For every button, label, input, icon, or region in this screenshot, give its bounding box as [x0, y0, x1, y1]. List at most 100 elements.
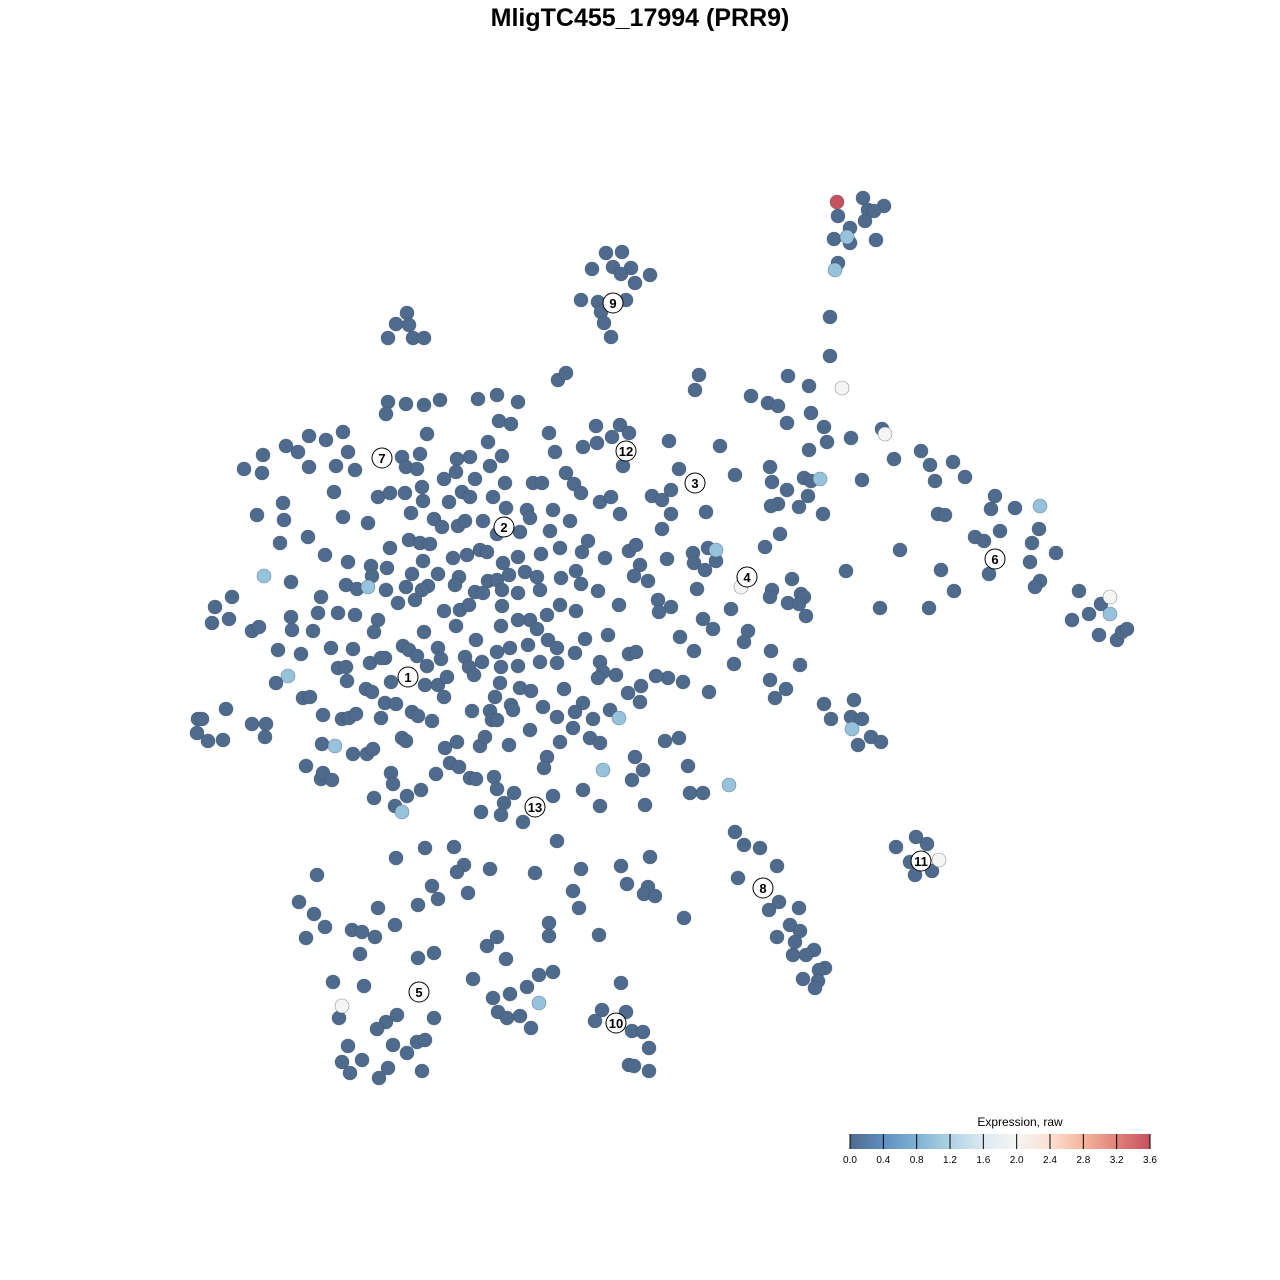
- data-point: [251, 619, 267, 635]
- data-point: [470, 391, 486, 407]
- data-point: [801, 442, 817, 458]
- data-point: [489, 781, 505, 797]
- data-point: [769, 929, 785, 945]
- data-point: [338, 659, 354, 675]
- data-point: [567, 645, 583, 661]
- data-point: [762, 459, 778, 475]
- data-point: [475, 513, 491, 529]
- data-point: [661, 433, 677, 449]
- data-point: [816, 419, 832, 435]
- data-point: [640, 573, 656, 589]
- data-point: [492, 675, 508, 691]
- data-point: [493, 618, 509, 634]
- data-point: [284, 622, 300, 638]
- data-point: [347, 462, 363, 478]
- data-point: [780, 368, 796, 384]
- colorbar-tick-label: 0.0: [843, 1155, 857, 1166]
- data-point: [763, 643, 779, 659]
- data-point: [366, 624, 382, 640]
- data-point: [373, 710, 389, 726]
- data-point: [627, 749, 643, 765]
- data-point: [404, 566, 420, 582]
- data-point: [976, 533, 992, 549]
- data-point: [410, 708, 426, 724]
- data-point: [614, 244, 630, 260]
- data-point: [380, 330, 396, 346]
- data-point: [611, 710, 627, 726]
- data-point: [493, 807, 509, 823]
- data-point: [844, 721, 860, 737]
- data-point: [784, 571, 800, 587]
- data-point: [494, 448, 510, 464]
- data-point: [432, 392, 448, 408]
- data-point: [533, 546, 549, 562]
- data-point: [467, 471, 483, 487]
- data-point: [221, 611, 237, 627]
- data-point: [449, 451, 465, 467]
- data-point: [383, 674, 399, 690]
- data-point: [933, 562, 949, 578]
- data-point: [613, 975, 629, 991]
- data-point: [743, 388, 759, 404]
- data-point: [474, 654, 490, 670]
- data-point: [522, 510, 538, 526]
- data-point: [503, 416, 519, 432]
- colorbar-tick-label: 2.4: [1043, 1155, 1057, 1166]
- data-point: [552, 540, 568, 556]
- data-point: [595, 762, 611, 778]
- data-point: [244, 716, 260, 732]
- data-point: [412, 446, 428, 462]
- data-point: [660, 670, 676, 686]
- data-point: [428, 766, 444, 782]
- data-point: [489, 929, 505, 945]
- data-point: [627, 275, 643, 291]
- data-point: [439, 669, 455, 685]
- data-point: [1027, 579, 1043, 595]
- data-point: [535, 699, 551, 715]
- data-point: [352, 946, 368, 962]
- data-point: [816, 696, 832, 712]
- data-point: [545, 964, 561, 980]
- data-point: [549, 655, 565, 671]
- data-point: [1081, 606, 1097, 622]
- data-point: [1048, 545, 1064, 561]
- data-point: [479, 544, 495, 560]
- data-point: [584, 261, 600, 277]
- data-point: [771, 894, 787, 910]
- data-point: [663, 506, 679, 522]
- data-point: [345, 746, 361, 762]
- data-point: [823, 711, 839, 727]
- data-point: [283, 609, 299, 625]
- data-point: [468, 771, 484, 787]
- data-point: [324, 772, 340, 788]
- data-point: [340, 444, 356, 460]
- data-point: [448, 618, 464, 634]
- data-point: [843, 430, 859, 446]
- data-point: [1032, 498, 1048, 514]
- data-point: [367, 929, 383, 945]
- data-point: [272, 535, 288, 551]
- cluster-label: 2: [493, 516, 515, 538]
- data-point: [451, 759, 467, 775]
- data-point: [687, 382, 703, 398]
- data-point: [416, 330, 432, 346]
- data-point: [769, 858, 785, 874]
- data-point: [872, 600, 888, 616]
- data-point: [430, 891, 446, 907]
- data-point: [387, 917, 403, 933]
- data-point: [589, 435, 605, 451]
- data-point: [215, 732, 231, 748]
- data-point: [437, 740, 453, 756]
- data-point: [398, 396, 414, 412]
- data-point: [459, 547, 475, 563]
- cluster-label-text: 2: [500, 520, 507, 535]
- data-point: [494, 598, 510, 614]
- data-point: [587, 1013, 603, 1029]
- data-point: [785, 947, 801, 963]
- data-point: [600, 627, 616, 643]
- data-point: [416, 624, 432, 640]
- data-point: [830, 208, 846, 224]
- data-point: [558, 365, 574, 381]
- data-point: [591, 927, 607, 943]
